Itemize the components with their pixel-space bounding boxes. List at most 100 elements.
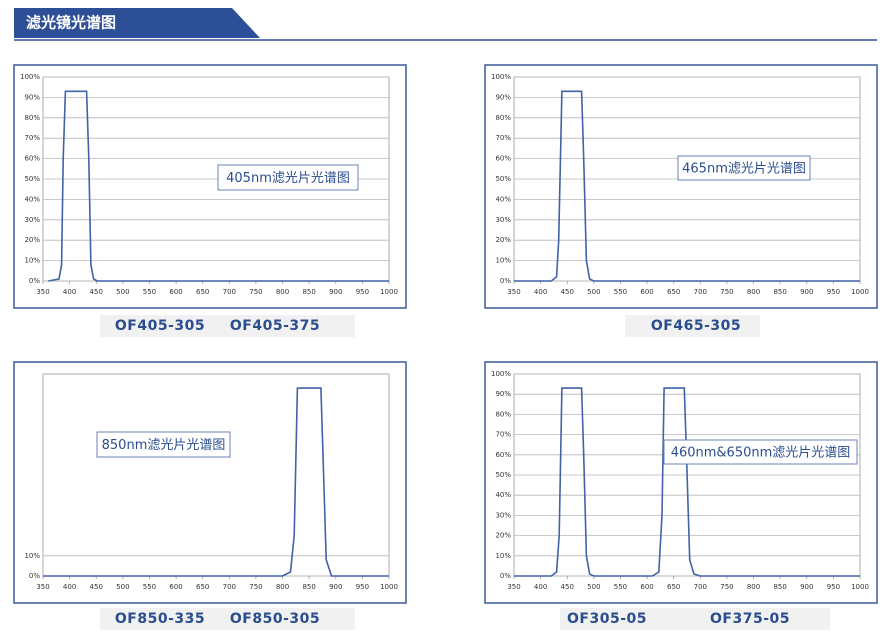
x-tick-label: 850	[773, 288, 786, 296]
chart-frame	[484, 64, 878, 309]
model-caption: OF375-05	[710, 611, 790, 627]
y-tick-label: 30%	[24, 216, 40, 224]
x-tick-label: 750	[720, 583, 733, 591]
caption-band	[100, 315, 355, 337]
x-tick-label: 950	[356, 583, 369, 591]
annotation-box	[217, 164, 359, 191]
y-tick-label: 10%	[495, 257, 511, 265]
x-tick-label: 950	[827, 583, 840, 591]
annotation: 465nm滤光片光谱图	[682, 162, 806, 177]
x-tick-label: 550	[614, 583, 627, 591]
header-banner	[14, 8, 260, 38]
spectrum-line	[514, 387, 860, 577]
y-tick-label: 10%	[24, 552, 40, 560]
x-tick-label: 500	[587, 583, 600, 591]
x-tick-label: 550	[143, 288, 156, 296]
x-tick-label: 800	[276, 288, 289, 296]
x-tick-label: 650	[196, 583, 209, 591]
y-tick-label: 90%	[24, 93, 40, 101]
x-tick-label: 750	[720, 288, 733, 296]
y-tick-label: 10%	[495, 552, 511, 560]
y-tick-label: 20%	[495, 532, 511, 540]
y-tick-label: 10%	[24, 257, 40, 265]
chart-frame	[484, 361, 878, 604]
y-tick-label: 50%	[495, 471, 511, 479]
y-tick-label: 60%	[24, 155, 40, 163]
x-tick-label: 700	[694, 288, 707, 296]
x-tick-label: 350	[507, 583, 520, 591]
y-tick-label: 40%	[495, 195, 511, 203]
x-tick-label: 400	[534, 583, 547, 591]
chart-frame	[13, 361, 407, 604]
x-tick-label: 850	[773, 583, 786, 591]
x-tick-label: 900	[329, 583, 342, 591]
model-caption: OF850-305	[230, 611, 320, 627]
annotation: 460nm&650nm滤光片光谱图	[671, 446, 851, 461]
x-tick-label: 1000	[380, 288, 398, 296]
y-tick-label: 30%	[495, 511, 511, 519]
y-tick-label: 100%	[20, 73, 40, 81]
annotation-box	[663, 439, 858, 465]
y-tick-label: 60%	[495, 155, 511, 163]
x-tick-label: 950	[356, 288, 369, 296]
annotation-box	[96, 431, 231, 458]
x-tick-label: 850	[302, 583, 315, 591]
model-caption: OF405-375	[230, 318, 320, 334]
x-tick-label: 650	[667, 288, 680, 296]
x-tick-label: 900	[800, 583, 813, 591]
x-tick-label: 950	[827, 288, 840, 296]
x-tick-label: 500	[116, 288, 129, 296]
x-tick-label: 450	[90, 583, 103, 591]
x-tick-label: 700	[694, 583, 707, 591]
x-tick-label: 550	[614, 288, 627, 296]
x-tick-label: 850	[302, 288, 315, 296]
x-tick-label: 800	[747, 288, 760, 296]
y-tick-label: 100%	[491, 370, 511, 378]
annotation: 405nm滤光片光谱图	[226, 171, 350, 186]
x-tick-label: 400	[63, 288, 76, 296]
x-tick-label: 500	[587, 288, 600, 296]
y-tick-label: 70%	[495, 134, 511, 142]
x-tick-label: 450	[90, 288, 103, 296]
spectrum-line	[514, 90, 860, 282]
caption-band	[560, 608, 830, 630]
y-tick-label: 40%	[495, 491, 511, 499]
x-tick-label: 450	[561, 583, 574, 591]
x-tick-label: 400	[534, 288, 547, 296]
spectrum-line	[48, 90, 389, 282]
model-caption: OF850-335	[115, 611, 205, 627]
y-tick-label: 40%	[24, 195, 40, 203]
y-tick-label: 0%	[500, 572, 511, 580]
header-title: 滤光镜光谱图	[26, 14, 116, 32]
x-tick-label: 350	[36, 583, 49, 591]
x-tick-label: 1000	[380, 583, 398, 591]
y-tick-label: 0%	[29, 277, 40, 285]
x-tick-label: 750	[249, 288, 262, 296]
caption-band	[625, 315, 760, 337]
x-tick-label: 900	[800, 288, 813, 296]
y-tick-label: 50%	[24, 175, 40, 183]
x-tick-label: 650	[667, 583, 680, 591]
spectrum-line	[43, 387, 389, 577]
y-tick-label: 60%	[495, 451, 511, 459]
y-tick-label: 80%	[495, 114, 511, 122]
x-tick-label: 600	[640, 583, 653, 591]
y-tick-label: 0%	[500, 277, 511, 285]
x-tick-label: 800	[276, 583, 289, 591]
x-tick-label: 600	[640, 288, 653, 296]
y-tick-label: 90%	[495, 390, 511, 398]
x-tick-label: 400	[63, 583, 76, 591]
x-tick-label: 700	[223, 583, 236, 591]
y-tick-label: 20%	[495, 236, 511, 244]
x-tick-label: 750	[249, 583, 262, 591]
annotation: 850nm滤光片光谱图	[102, 438, 226, 453]
x-tick-label: 350	[36, 288, 49, 296]
x-tick-label: 1000	[851, 288, 869, 296]
x-tick-label: 550	[143, 583, 156, 591]
model-caption: OF405-305	[115, 318, 205, 334]
y-tick-label: 70%	[495, 431, 511, 439]
x-tick-label: 800	[747, 583, 760, 591]
y-tick-label: 0%	[29, 572, 40, 580]
x-tick-label: 500	[116, 583, 129, 591]
y-tick-label: 70%	[24, 134, 40, 142]
